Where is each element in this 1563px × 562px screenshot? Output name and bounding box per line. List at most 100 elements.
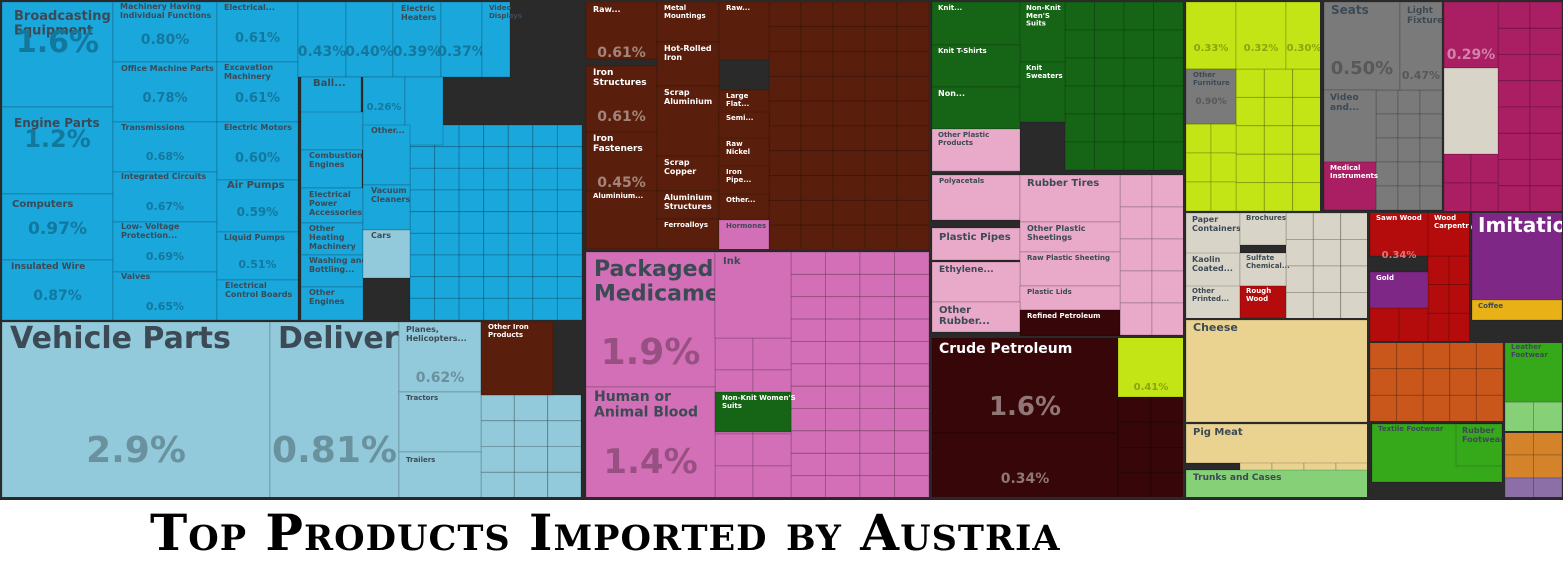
treemap-tile-rect[interactable] xyxy=(1185,1,1237,70)
treemap-tile[interactable]: Paper Containers xyxy=(1185,212,1241,256)
treemap-minor-tile[interactable] xyxy=(790,385,826,410)
treemap-minor-tile[interactable] xyxy=(1475,394,1504,423)
treemap-tile[interactable]: Pig Meat xyxy=(1185,423,1370,464)
treemap-minor-tile[interactable] xyxy=(532,254,559,278)
treemap-tile[interactable]: Light Fixtures 0.47% xyxy=(1399,1,1449,91)
treemap-minor-tile[interactable] xyxy=(1123,29,1154,59)
treemap-tile-rect[interactable] xyxy=(931,227,1021,261)
treemap-minor-tile[interactable] xyxy=(825,341,861,365)
treemap-minor-tile[interactable] xyxy=(859,408,895,432)
treemap-tile[interactable]: Ethylene... xyxy=(931,261,1021,303)
treemap-tile[interactable]: Machinery Having Individual Functions 0.80… xyxy=(112,1,218,63)
treemap-tile[interactable]: Aluminium Structures xyxy=(656,190,720,220)
treemap-tile[interactable]: Valves 0.65% xyxy=(112,271,218,321)
treemap-minor-tile[interactable] xyxy=(859,385,895,410)
treemap-minor-tile[interactable] xyxy=(896,175,930,201)
treemap-minor-tile[interactable] xyxy=(1153,1,1184,31)
treemap-tile-rect[interactable] xyxy=(1323,89,1377,163)
treemap-minor-tile[interactable] xyxy=(864,1,898,28)
treemap-minor-tile[interactable] xyxy=(1150,472,1185,499)
treemap-minor-tile[interactable] xyxy=(864,26,898,53)
treemap-tile[interactable]: Excavation Machinery 0.61% xyxy=(216,61,299,123)
treemap-minor-tile[interactable] xyxy=(1312,292,1342,320)
treemap-minor-tile[interactable] xyxy=(532,211,559,234)
treemap-tile[interactable]: Plastic Pipes xyxy=(931,227,1021,261)
treemap-tile[interactable]: Raw Plastic Sheeting xyxy=(1019,251,1121,287)
treemap-minor-tile[interactable] xyxy=(1419,137,1443,163)
treemap-minor-tile[interactable] xyxy=(458,297,485,321)
treemap-minor-tile[interactable] xyxy=(556,124,583,148)
treemap-tile-rect[interactable] xyxy=(1369,271,1429,309)
treemap-minor-tile[interactable] xyxy=(1422,341,1451,370)
treemap-minor-tile[interactable] xyxy=(864,125,898,152)
treemap-minor-tile[interactable] xyxy=(507,167,534,191)
treemap-minor-tile[interactable] xyxy=(1153,113,1184,143)
treemap-tile-rect[interactable] xyxy=(398,391,482,453)
treemap-tile[interactable]: Liquid Pumps 0.51% xyxy=(216,231,299,281)
treemap-tile-rect[interactable] xyxy=(714,391,792,433)
treemap-minor-tile[interactable] xyxy=(1419,89,1443,115)
treemap-minor-tile[interactable] xyxy=(507,146,534,169)
treemap-tile-rect[interactable] xyxy=(1019,285,1121,311)
treemap-minor-tile[interactable] xyxy=(409,254,436,278)
treemap-tile-rect[interactable] xyxy=(112,61,218,123)
treemap-tile-rect[interactable] xyxy=(300,149,363,189)
treemap-minor-tile[interactable] xyxy=(1475,368,1504,396)
treemap-tile[interactable]: Non-Knit Men'S Suits xyxy=(1019,1,1066,63)
treemap-minor-tile[interactable] xyxy=(556,189,583,213)
treemap-tile-rect[interactable] xyxy=(585,65,658,133)
treemap-minor-tile[interactable] xyxy=(1449,368,1477,396)
treemap-minor-tile[interactable] xyxy=(894,251,930,275)
treemap-minor-tile[interactable] xyxy=(1094,57,1125,87)
treemap-minor-tile[interactable] xyxy=(532,297,559,321)
treemap-minor-tile[interactable] xyxy=(800,100,834,127)
treemap-minor-tile[interactable] xyxy=(1497,159,1531,187)
treemap-minor-tile[interactable] xyxy=(859,363,895,387)
treemap-minor-tile[interactable] xyxy=(409,211,436,234)
treemap-tile[interactable]: Other Plastic Sheetings xyxy=(1019,221,1121,253)
treemap-tile[interactable]: Imitation... xyxy=(1471,211,1563,318)
treemap-minor-tile[interactable] xyxy=(1292,125,1322,155)
treemap-minor-tile[interactable] xyxy=(1094,85,1125,115)
treemap-tile[interactable]: Knit Sweaters xyxy=(1019,61,1066,123)
treemap-tile-rect[interactable] xyxy=(398,321,482,393)
treemap-tile[interactable]: Rough Wood xyxy=(1239,285,1287,319)
treemap-tile-rect[interactable] xyxy=(656,41,720,87)
treemap-tile-rect[interactable] xyxy=(1185,319,1369,423)
treemap-minor-tile[interactable] xyxy=(1123,85,1154,115)
treemap-minor-tile[interactable] xyxy=(1419,185,1443,211)
treemap-tile[interactable]: Computers 0.97% xyxy=(1,193,114,261)
treemap-minor-tile[interactable] xyxy=(832,1,866,28)
treemap-minor-tile[interactable] xyxy=(507,124,534,148)
treemap-tile[interactable]: Crude Petroleum 1.6% xyxy=(931,336,1119,434)
treemap-tile-rect[interactable] xyxy=(1019,61,1066,123)
treemap-minor-tile[interactable] xyxy=(1529,54,1563,82)
treemap-minor-tile[interactable] xyxy=(1497,27,1531,56)
treemap-tile[interactable]: Transmissions 0.68% xyxy=(112,121,218,173)
treemap-tile-rect[interactable] xyxy=(1019,221,1121,253)
treemap-tile[interactable]: Other Plastic Products xyxy=(931,128,1021,172)
treemap-minor-tile[interactable] xyxy=(1150,396,1185,423)
treemap-tile[interactable]: Aluminium... xyxy=(585,190,658,250)
treemap-tile-rect[interactable] xyxy=(1239,285,1287,319)
treemap-minor-tile[interactable] xyxy=(864,175,898,201)
treemap-tile-rect[interactable] xyxy=(1019,251,1121,287)
treemap-tile[interactable]: Medical Instruments xyxy=(1323,161,1378,211)
treemap-minor-tile[interactable] xyxy=(864,199,898,226)
treemap-minor-tile[interactable] xyxy=(1153,141,1184,171)
treemap-minor-tile[interactable] xyxy=(714,465,754,499)
treemap-minor-tile[interactable] xyxy=(480,420,515,448)
treemap-minor-tile[interactable] xyxy=(1397,161,1421,187)
treemap-tile-rect[interactable] xyxy=(1185,68,1237,125)
treemap-minor-tile[interactable] xyxy=(1504,401,1534,433)
treemap-minor-tile[interactable] xyxy=(1094,29,1125,59)
treemap-tile[interactable]: 0.32% xyxy=(1235,1,1287,70)
treemap-minor-tile[interactable] xyxy=(483,232,509,256)
treemap-tile[interactable]: Other Iron Products xyxy=(480,321,554,396)
treemap-tile-rect[interactable] xyxy=(1285,1,1323,70)
treemap-minor-tile[interactable] xyxy=(1117,421,1152,449)
treemap-minor-tile[interactable] xyxy=(1064,29,1095,59)
treemap-tile[interactable]: Scrap Copper xyxy=(656,155,720,192)
treemap-minor-tile[interactable] xyxy=(556,297,583,321)
treemap-minor-tile[interactable] xyxy=(507,211,534,234)
